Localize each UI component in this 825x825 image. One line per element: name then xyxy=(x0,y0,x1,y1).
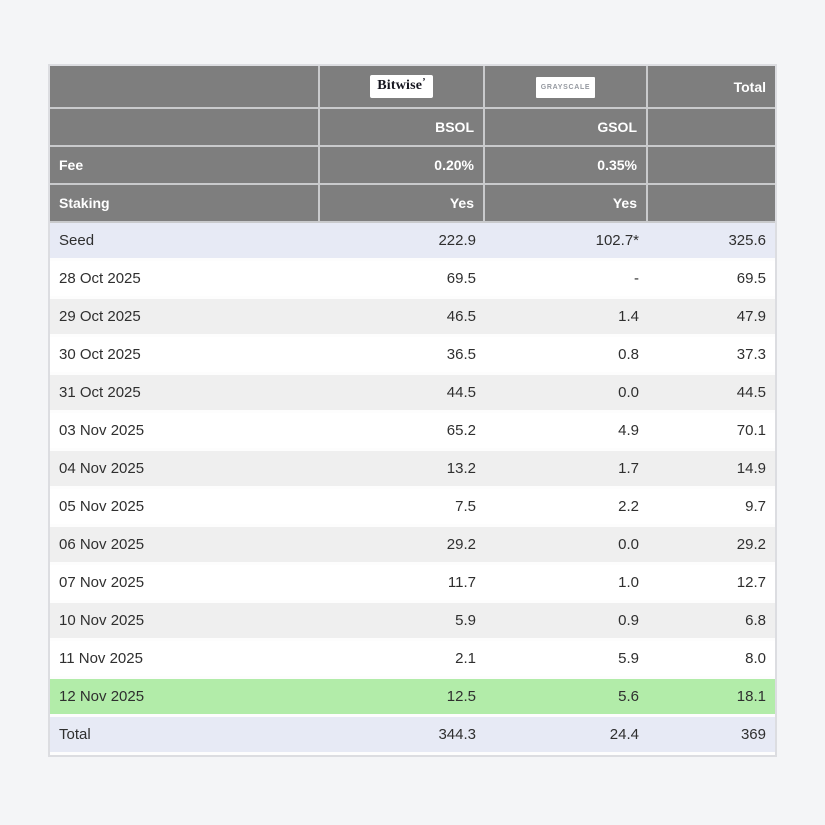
row-label: 07 Nov 2025 xyxy=(50,565,320,603)
table-header: Bitwise’ GRAYSCALE Total BSOL GSOL Fee 0… xyxy=(50,66,775,223)
total-value: 44.5 xyxy=(648,375,775,413)
total-value: 47.9 xyxy=(648,299,775,337)
table-row-seed: Seed 222.9 102.7* 325.6 xyxy=(50,223,775,261)
row-label: 29 Oct 2025 xyxy=(50,299,320,337)
total-value: 369 xyxy=(648,717,775,755)
table-row: 31 Oct 2025 44.5 0.0 44.5 xyxy=(50,375,775,413)
bsol-value: 222.9 xyxy=(320,223,485,261)
total-value: 70.1 xyxy=(648,413,775,451)
total-value: 37.3 xyxy=(648,337,775,375)
table-row: 04 Nov 2025 13.2 1.7 14.9 xyxy=(50,451,775,489)
table-row: 30 Oct 2025 36.5 0.8 37.3 xyxy=(50,337,775,375)
gsol-value: 2.2 xyxy=(485,489,648,527)
total-value: 69.5 xyxy=(648,261,775,299)
row-label: 30 Oct 2025 xyxy=(50,337,320,375)
gsol-value: 1.4 xyxy=(485,299,648,337)
table-row-total: Total 344.3 24.4 369 xyxy=(50,717,775,755)
total-value: 18.1 xyxy=(648,679,775,717)
gsol-value: 0.9 xyxy=(485,603,648,641)
bsol-value: 2.1 xyxy=(320,641,485,679)
row-label: 12 Nov 2025 xyxy=(50,679,320,717)
table-row-latest-highlighted: 12 Nov 2025 12.5 5.6 18.1 xyxy=(50,679,775,717)
ticker-row-empty xyxy=(50,109,320,147)
gsol-value: 4.9 xyxy=(485,413,648,451)
gsol-value: 1.0 xyxy=(485,565,648,603)
row-label: Seed xyxy=(50,223,320,261)
row-label: 06 Nov 2025 xyxy=(50,527,320,565)
gsol-value: - xyxy=(485,261,648,299)
bsol-value: 46.5 xyxy=(320,299,485,337)
fee-gsol: 0.35% xyxy=(485,147,648,185)
row-label: 31 Oct 2025 xyxy=(50,375,320,413)
etf-flows-table: Bitwise’ GRAYSCALE Total BSOL GSOL Fee 0… xyxy=(48,64,777,757)
fee-total-empty xyxy=(648,147,775,185)
fee-bsol: 0.20% xyxy=(320,147,485,185)
bitwise-logo: Bitwise’ xyxy=(370,75,433,98)
staking-total-empty xyxy=(648,185,775,223)
bsol-value: 5.9 xyxy=(320,603,485,641)
row-label: 28 Oct 2025 xyxy=(50,261,320,299)
staking-bsol: Yes xyxy=(320,185,485,223)
header-row-tickers: BSOL GSOL xyxy=(50,109,775,147)
bsol-value: 12.5 xyxy=(320,679,485,717)
table-row: 29 Oct 2025 46.5 1.4 47.9 xyxy=(50,299,775,337)
table-body: Seed 222.9 102.7* 325.6 28 Oct 2025 69.5… xyxy=(50,223,775,755)
table-row: 07 Nov 2025 11.7 1.0 12.7 xyxy=(50,565,775,603)
header-cell-empty xyxy=(50,66,320,109)
grayscale-logo: GRAYSCALE xyxy=(535,76,596,98)
gsol-value: 1.7 xyxy=(485,451,648,489)
total-value: 9.7 xyxy=(648,489,775,527)
header-cell-grayscale: GRAYSCALE xyxy=(485,66,648,109)
gsol-value: 102.7* xyxy=(485,223,648,261)
fee-label: Fee xyxy=(50,147,320,185)
total-value: 14.9 xyxy=(648,451,775,489)
gsol-value: 5.9 xyxy=(485,641,648,679)
header-row-fee: Fee 0.20% 0.35% xyxy=(50,147,775,185)
ticker-total-empty xyxy=(648,109,775,147)
staking-gsol: Yes xyxy=(485,185,648,223)
bsol-value: 69.5 xyxy=(320,261,485,299)
total-value: 325.6 xyxy=(648,223,775,261)
bsol-value: 65.2 xyxy=(320,413,485,451)
gsol-value: 0.0 xyxy=(485,527,648,565)
total-value: 8.0 xyxy=(648,641,775,679)
header-cell-bitwise: Bitwise’ xyxy=(320,66,485,109)
gsol-value: 0.8 xyxy=(485,337,648,375)
table-row: 03 Nov 2025 65.2 4.9 70.1 xyxy=(50,413,775,451)
bsol-value: 29.2 xyxy=(320,527,485,565)
header-row-issuers: Bitwise’ GRAYSCALE Total xyxy=(50,66,775,109)
total-value: 12.7 xyxy=(648,565,775,603)
ticker-gsol: GSOL xyxy=(485,109,648,147)
bitwise-logo-text: Bitwise xyxy=(377,78,423,93)
row-label: 11 Nov 2025 xyxy=(50,641,320,679)
table-row: 11 Nov 2025 2.1 5.9 8.0 xyxy=(50,641,775,679)
bsol-value: 13.2 xyxy=(320,451,485,489)
table-row: 28 Oct 2025 69.5 - 69.5 xyxy=(50,261,775,299)
bsol-value: 36.5 xyxy=(320,337,485,375)
row-label: 04 Nov 2025 xyxy=(50,451,320,489)
row-label: 05 Nov 2025 xyxy=(50,489,320,527)
gsol-value: 24.4 xyxy=(485,717,648,755)
staking-label: Staking xyxy=(50,185,320,223)
total-value: 29.2 xyxy=(648,527,775,565)
bsol-value: 44.5 xyxy=(320,375,485,413)
row-label: 03 Nov 2025 xyxy=(50,413,320,451)
ticker-bsol: BSOL xyxy=(320,109,485,147)
table-row: 10 Nov 2025 5.9 0.9 6.8 xyxy=(50,603,775,641)
table-row: 05 Nov 2025 7.5 2.2 9.7 xyxy=(50,489,775,527)
bsol-value: 11.7 xyxy=(320,565,485,603)
row-label: 10 Nov 2025 xyxy=(50,603,320,641)
header-row-staking: Staking Yes Yes xyxy=(50,185,775,223)
bsol-value: 344.3 xyxy=(320,717,485,755)
row-label: Total xyxy=(50,717,320,755)
header-cell-total: Total xyxy=(648,66,775,109)
table-row: 06 Nov 2025 29.2 0.0 29.2 xyxy=(50,527,775,565)
gsol-value: 0.0 xyxy=(485,375,648,413)
bsol-value: 7.5 xyxy=(320,489,485,527)
total-value: 6.8 xyxy=(648,603,775,641)
gsol-value: 5.6 xyxy=(485,679,648,717)
bitwise-logo-mark: ’ xyxy=(422,77,426,88)
